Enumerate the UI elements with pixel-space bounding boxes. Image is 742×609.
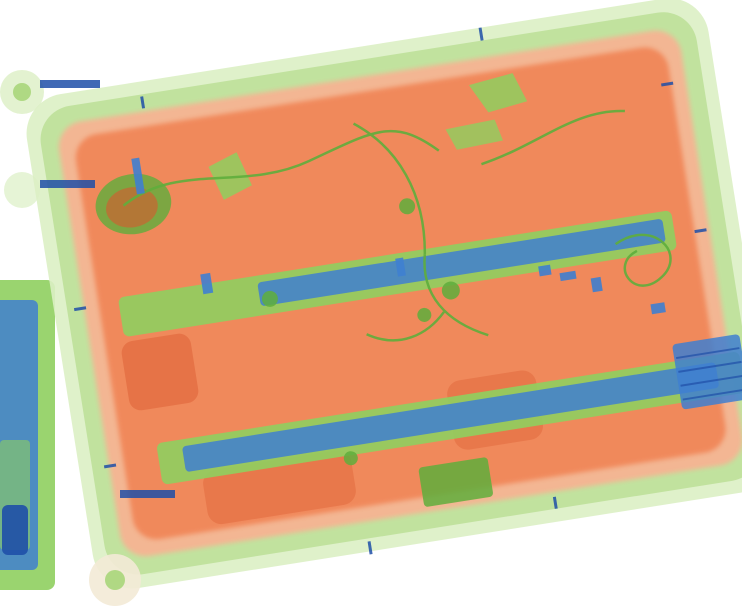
tool-handle-left	[208, 152, 252, 200]
wheel-bottom-hub	[105, 570, 125, 590]
wheel-top-hub	[13, 83, 31, 101]
dense-block-stripes	[676, 347, 742, 401]
suitcase	[26, 0, 742, 589]
handle-bracket-mid	[40, 180, 95, 188]
tool-blade	[445, 119, 504, 150]
tool-handle-right	[468, 73, 528, 113]
wheel-side	[4, 172, 40, 208]
long-rod-upper-core	[257, 219, 666, 306]
round-objects	[261, 198, 460, 466]
handle-bracket-top	[40, 80, 100, 88]
small-device	[418, 457, 493, 507]
metal-fragments	[131, 157, 666, 315]
cup-container-inner	[106, 187, 158, 228]
dense-block	[672, 334, 742, 410]
suitcase-wheels	[0, 70, 175, 606]
adjacent-bag-component	[2, 505, 28, 555]
adjacent-bag-left	[0, 280, 55, 590]
wires	[122, 109, 672, 342]
handle-bracket-bottom	[120, 490, 175, 498]
folded-item-1	[121, 333, 199, 411]
frame-rivets	[73, 27, 707, 555]
long-rod-lower-core	[182, 362, 719, 472]
